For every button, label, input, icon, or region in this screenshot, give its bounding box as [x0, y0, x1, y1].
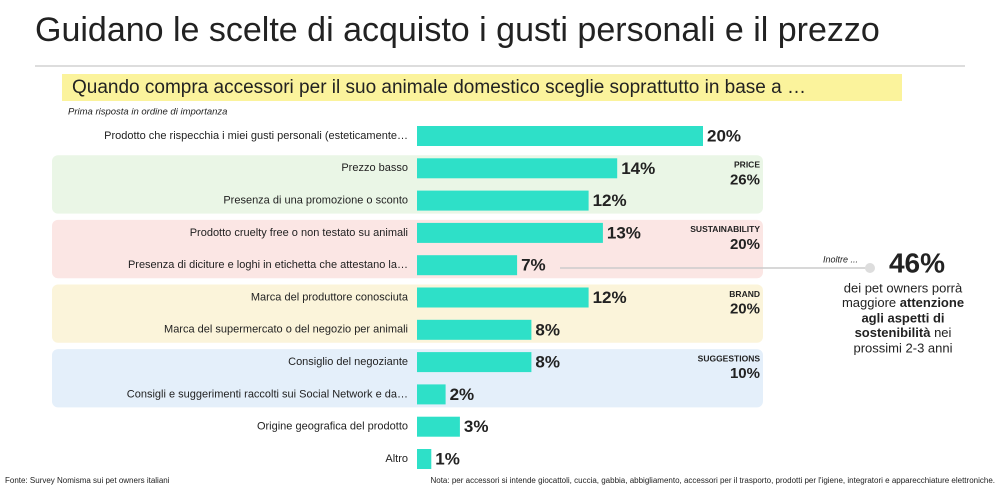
value-label: 20% — [707, 126, 741, 145]
callout-line: sostenibilità nei — [855, 325, 952, 340]
callout-line: agli aspetti di — [861, 310, 944, 325]
bar — [417, 287, 589, 308]
category-label: Presenza di una promozione o sconto — [223, 195, 408, 207]
callout-intro: Inoltre ... — [823, 254, 858, 264]
value-label: 3% — [464, 417, 489, 436]
value-label: 1% — [435, 449, 460, 468]
callout-part: attenzione — [900, 295, 964, 310]
category-label: Prodotto che rispecchia i miei gusti per… — [104, 130, 408, 142]
callout-line: prossimi 2-3 anni — [854, 340, 953, 355]
bar — [417, 384, 446, 405]
callout-part: maggiore — [842, 295, 896, 310]
group-value: 20% — [730, 236, 760, 253]
category-label: Consigli e suggerimenti raccolti sui Soc… — [127, 388, 408, 400]
category-label: Marca del supermercato o del negozio per… — [164, 324, 408, 336]
category-label: Prodotto cruelty free o non testato su a… — [190, 227, 408, 239]
group-name: SUSTAINABILITY — [690, 224, 760, 234]
value-label: 7% — [521, 256, 546, 275]
group-name: SUGGESTIONS — [698, 353, 761, 363]
group-background — [52, 349, 763, 408]
group-value: 10% — [730, 365, 760, 382]
group-name: BRAND — [729, 289, 760, 299]
chart-subtitle: Quando compra accessori per il suo anima… — [72, 77, 806, 98]
group-name: PRICE — [734, 160, 760, 170]
subtitle-background — [62, 74, 902, 101]
category-label: Consiglio del negoziante — [288, 356, 408, 368]
bar — [417, 158, 618, 179]
bar — [417, 416, 460, 437]
callout-highlight: 46% — [889, 247, 945, 278]
bar — [417, 352, 532, 373]
bar — [417, 222, 603, 243]
value-label: 12% — [593, 191, 627, 210]
bar — [417, 319, 532, 340]
bar — [417, 255, 518, 276]
value-label: 8% — [535, 320, 560, 339]
value-label: 12% — [593, 288, 627, 307]
value-label: 2% — [450, 385, 475, 404]
connector-dot — [865, 263, 875, 273]
value-label: 14% — [621, 159, 655, 178]
bar — [417, 449, 432, 469]
category-label: Origine geografica del prodotto — [257, 421, 408, 433]
callout-text: dei pet owners porrà maggiore attenzione… — [842, 280, 964, 355]
rows: Prodotto che rispecchia i miei gusti per… — [104, 126, 741, 469]
footnote: Nota: per accessori si intende giocattol… — [430, 476, 995, 485]
callout-line: dei pet owners porrà — [844, 280, 963, 295]
group-value: 20% — [730, 300, 760, 317]
groups: PRICE26%SUSTAINABILITY20%BRAND20%SUGGEST… — [52, 155, 763, 408]
callout-line: maggiore attenzione — [842, 295, 964, 310]
bar — [417, 190, 589, 211]
value-label: 8% — [535, 353, 560, 372]
group-value: 26% — [730, 171, 760, 188]
chart-title: Guidano le scelte di acquisto i gusti pe… — [35, 11, 880, 49]
category-label: Altro — [385, 453, 408, 465]
callout-part: nei — [934, 325, 951, 340]
chart-note: Prima risposta in ordine di importanza — [68, 107, 227, 118]
category-label: Prezzo basso — [341, 162, 408, 174]
category-label: Presenza di diciture e loghi in etichett… — [128, 259, 408, 271]
category-label: Marca del produttore conosciuta — [251, 291, 409, 303]
callout-part: sostenibilità — [855, 325, 932, 340]
value-label: 13% — [607, 223, 641, 242]
bar — [417, 126, 703, 146]
source: Fonte: Survey Nomisma sui pet owners ita… — [5, 476, 170, 485]
